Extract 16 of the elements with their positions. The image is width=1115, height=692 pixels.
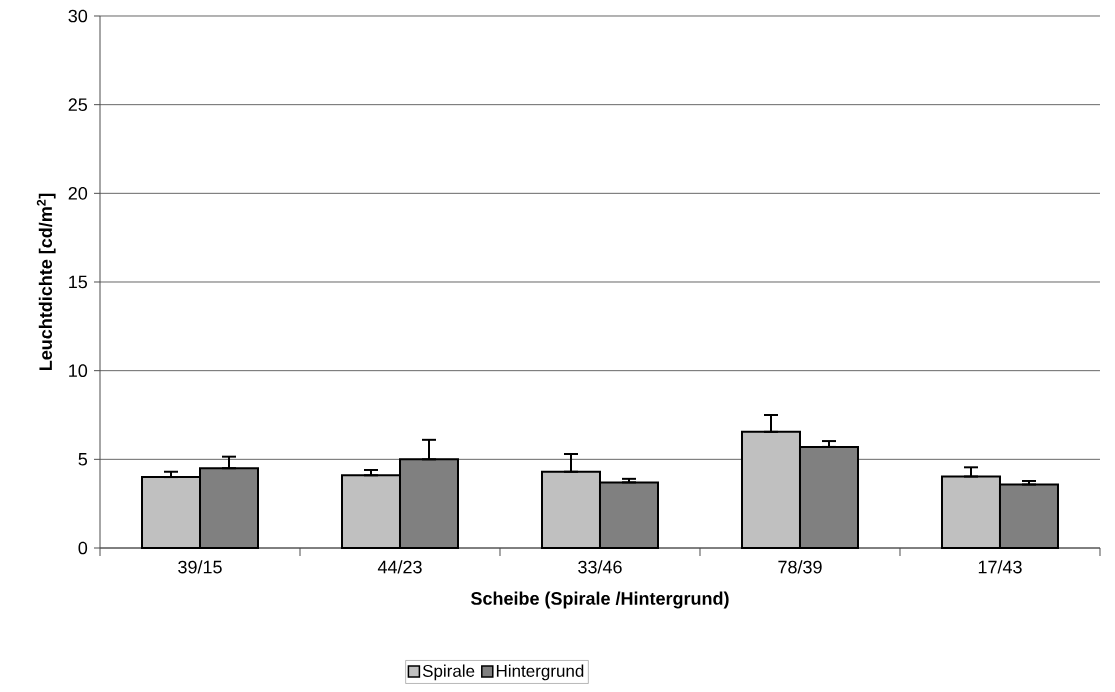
y-tick-label: 5 (78, 453, 88, 466)
legend-label: Spirale (422, 664, 475, 681)
y-tick-label: 20 (68, 186, 88, 200)
x-tick-label: 39/15 (178, 560, 222, 574)
y-tick-label: 15 (69, 275, 88, 289)
y-tick-label: 10 (69, 364, 88, 378)
x-tick-label: 44/23 (377, 560, 422, 574)
x-axis-title: Scheibe (Spirale /Hintergrund) (470, 591, 729, 609)
x-tick-label: 33/46 (578, 560, 622, 574)
x-tick-label: 78/39 (778, 560, 822, 574)
y-tick-label: 0 (78, 541, 88, 555)
legend-label: Hintergrund (496, 664, 584, 681)
y-tick-label: 25 (68, 98, 88, 112)
y-tick-label: 30 (68, 9, 88, 23)
y-axis-title: Leuchtdichte [cd/m$^{2}$] (36, 193, 56, 371)
x-tick-label: 17/43 (978, 560, 1022, 574)
